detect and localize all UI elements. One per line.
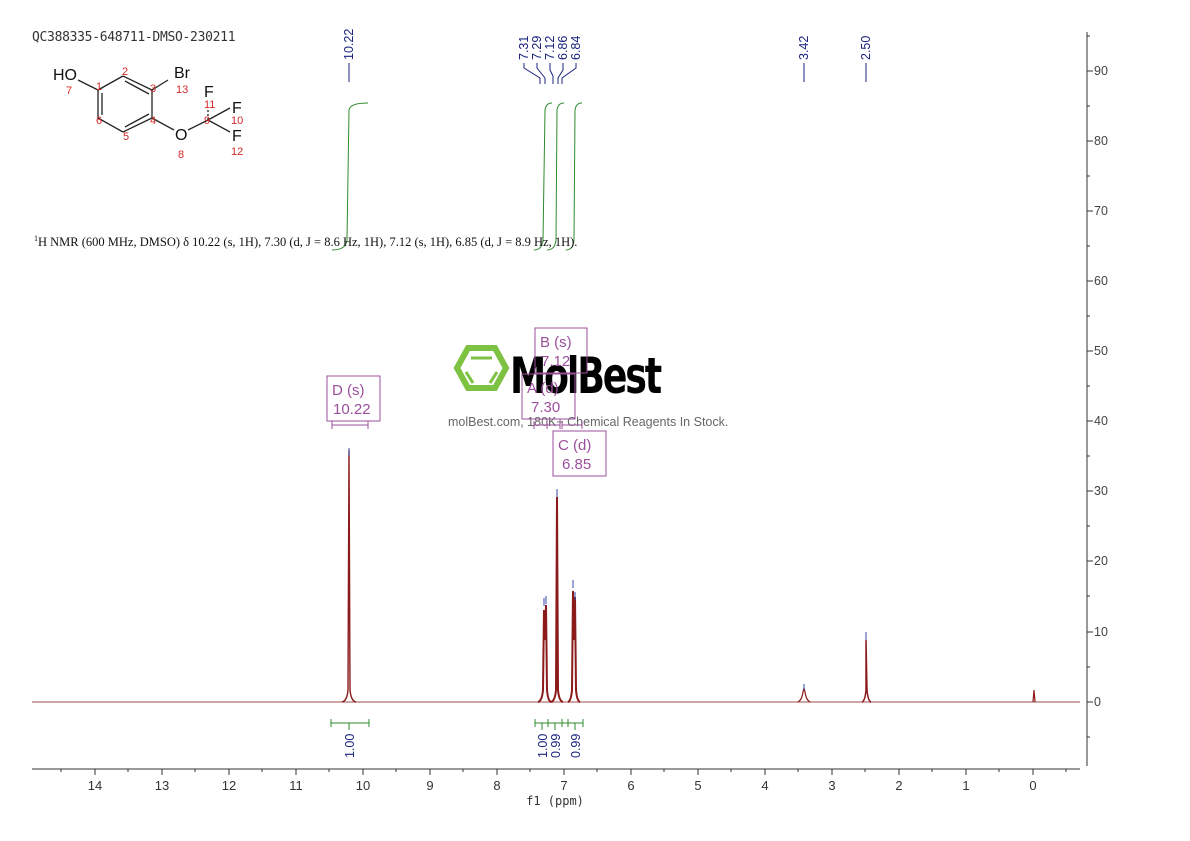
svg-text:12: 12 <box>222 778 236 793</box>
svg-text:11: 11 <box>204 99 215 111</box>
svg-text:3: 3 <box>828 778 835 793</box>
svg-text:13: 13 <box>176 84 188 96</box>
svg-text:7.31: 7.31 <box>517 36 531 60</box>
molecule-structure <box>77 75 231 133</box>
svg-text:12: 12 <box>231 146 243 158</box>
svg-text:2: 2 <box>895 778 902 793</box>
sample-id-title: QC388335-648711-DMSO-230211 <box>32 30 236 45</box>
svg-text:70: 70 <box>1094 204 1108 218</box>
molecule-atom-symbols: HO Br O F F F <box>53 65 242 145</box>
svg-text:2: 2 <box>122 66 128 78</box>
svg-text:7.29: 7.29 <box>530 36 544 60</box>
molbest-watermark: MolBest molBest.com, 180K+ Chemical Reag… <box>448 345 728 429</box>
svg-text:O: O <box>175 127 187 144</box>
svg-text:10.22: 10.22 <box>333 401 371 418</box>
svg-text:7: 7 <box>560 778 567 793</box>
svg-text:10: 10 <box>231 115 243 127</box>
svg-text:6.84: 6.84 <box>569 36 583 60</box>
svg-text:10: 10 <box>1094 625 1108 639</box>
svg-text:90: 90 <box>1094 64 1108 78</box>
svg-text:10.22: 10.22 <box>342 29 356 60</box>
svg-text:D (s): D (s) <box>332 382 365 399</box>
svg-text:3.42: 3.42 <box>797 36 811 60</box>
svg-text:B (s): B (s) <box>540 334 572 351</box>
svg-text:8: 8 <box>493 778 500 793</box>
nmr-description: 1H NMR (600 MHz, DMSO) δ 10.22 (s, 1H), … <box>34 234 578 250</box>
svg-text:4: 4 <box>761 778 768 793</box>
integration-bars <box>330 719 584 730</box>
svg-text:40: 40 <box>1094 414 1108 428</box>
svg-text:HO: HO <box>53 67 77 84</box>
svg-text:7: 7 <box>66 85 72 97</box>
integration-values: 1.00 1.00 0.99 0.99 <box>343 734 583 758</box>
svg-text:F: F <box>204 84 214 101</box>
svg-text:0.99: 0.99 <box>569 734 583 758</box>
svg-text:F: F <box>232 100 242 117</box>
spectrum-trace <box>32 448 1080 703</box>
svg-text:11: 11 <box>289 778 303 793</box>
svg-text:6.85: 6.85 <box>562 456 591 473</box>
svg-text:6: 6 <box>96 115 102 127</box>
integral-curves <box>331 102 583 251</box>
svg-text:C (d): C (d) <box>558 437 591 454</box>
benzene-logo-icon <box>453 345 510 391</box>
svg-text:7.12: 7.12 <box>543 36 557 60</box>
molbest-tagline: molBest.com, 180K+ Chemical Reagents In … <box>448 415 728 429</box>
svg-text:9: 9 <box>426 778 433 793</box>
svg-text:30: 30 <box>1094 484 1108 498</box>
molecule-atom-numbers: 7 1 2 3 4 5 6 8 9 10 11 12 13 <box>66 66 243 161</box>
svg-text:Br: Br <box>174 65 191 82</box>
x-axis: 14 13 12 11 10 9 8 7 6 5 4 3 2 1 0 f1 (p… <box>32 768 1080 808</box>
svg-text:A (d): A (d) <box>527 380 559 397</box>
multiplet-labels: D (s) 10.22 B (s) 7.12 A (d) 7.30 C (d) … <box>332 334 591 473</box>
svg-text:0: 0 <box>1029 778 1036 793</box>
y-axis: 90 80 70 60 50 40 30 20 10 0 <box>1086 32 1108 766</box>
svg-text:5: 5 <box>123 131 129 143</box>
svg-text:80: 80 <box>1094 134 1108 148</box>
peak-labels: 10.22 7.31 7.29 7.12 6.86 6.84 3.42 2.50 <box>342 29 873 84</box>
svg-text:7.12: 7.12 <box>541 353 570 370</box>
svg-text:7.30: 7.30 <box>531 399 560 416</box>
svg-text:9: 9 <box>204 115 210 127</box>
svg-text:14: 14 <box>88 778 102 793</box>
svg-text:1.00: 1.00 <box>343 734 357 758</box>
svg-text:1.00: 1.00 <box>536 734 550 758</box>
svg-text:60: 60 <box>1094 274 1108 288</box>
svg-text:1: 1 <box>962 778 969 793</box>
svg-text:0.99: 0.99 <box>549 734 563 758</box>
multiplet-boxes <box>326 327 607 477</box>
svg-text:3: 3 <box>150 83 156 95</box>
svg-text:20: 20 <box>1094 554 1108 568</box>
svg-text:F: F <box>232 128 242 145</box>
svg-text:2.50: 2.50 <box>859 36 873 60</box>
svg-text:5: 5 <box>694 778 701 793</box>
x-axis-label: f1 (ppm) <box>526 794 584 808</box>
svg-text:13: 13 <box>155 778 169 793</box>
svg-text:10: 10 <box>356 778 370 793</box>
svg-text:0: 0 <box>1094 695 1101 709</box>
svg-text:4: 4 <box>150 115 156 127</box>
svg-text:6.86: 6.86 <box>556 36 570 60</box>
svg-text:50: 50 <box>1094 344 1108 358</box>
svg-text:1: 1 <box>96 81 102 93</box>
svg-text:8: 8 <box>178 149 184 161</box>
svg-text:6: 6 <box>627 778 634 793</box>
